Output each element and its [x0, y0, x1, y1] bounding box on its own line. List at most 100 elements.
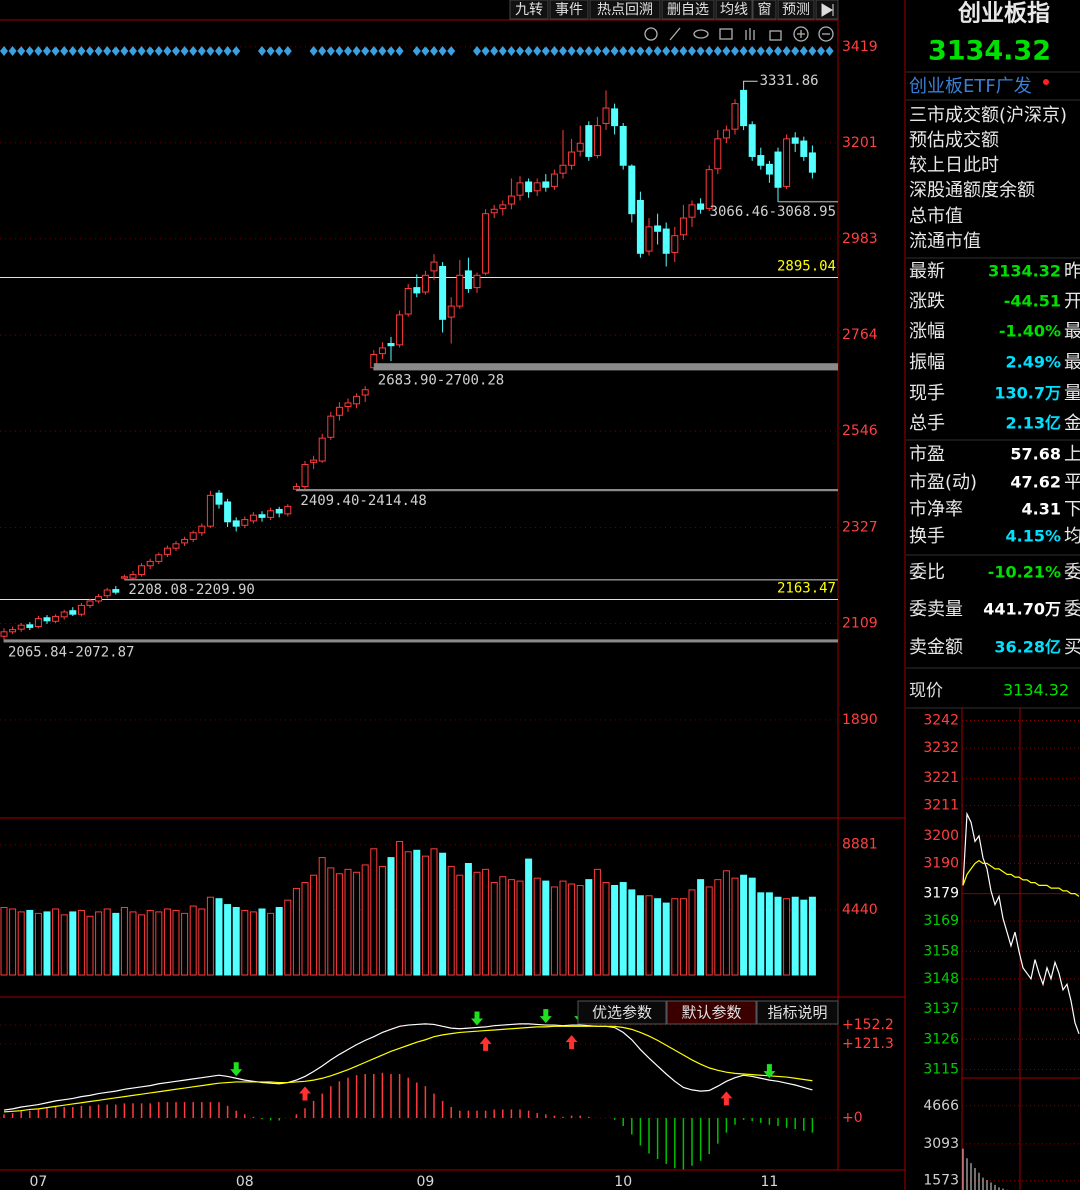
etf-link[interactable]: 创业板ETF广发 [909, 76, 1032, 97]
volume-bar [292, 887, 300, 976]
candle-body [206, 494, 214, 527]
quote-label-cut: 最 [1064, 321, 1080, 342]
indicator-tab[interactable]: 默认参数 [681, 1004, 741, 1022]
volume-bar [224, 904, 232, 976]
x-tick-label: 11 [760, 1174, 778, 1190]
toolbar-button-bg[interactable] [752, 0, 777, 20]
volume-bar [249, 911, 257, 976]
candle-body [69, 610, 77, 615]
volume-bar [181, 912, 189, 976]
support-zone [124, 579, 838, 581]
indicator-tab[interactable]: 指标说明 [767, 1004, 827, 1022]
volume-bar [163, 908, 171, 976]
candle-body [722, 129, 730, 139]
volume-bar [95, 911, 103, 976]
candle-body [525, 181, 533, 193]
intraday-line [962, 859, 1080, 897]
diamond [670, 46, 679, 56]
candle-body [181, 538, 189, 544]
volume-bar [17, 911, 25, 976]
diamond [507, 46, 516, 56]
toolbar-button[interactable]: 事件 [555, 2, 583, 18]
toolbar-button[interactable]: 删自选 [667, 2, 709, 18]
y-tick-label: 3137 [923, 1001, 959, 1017]
diamond [610, 46, 619, 56]
diamond [739, 46, 748, 56]
diamond [266, 46, 275, 56]
signal-diamonds [0, 46, 834, 56]
candle-body [86, 600, 94, 606]
volume-bar [275, 907, 283, 976]
volume-bar [378, 865, 386, 976]
candle-body [258, 514, 266, 518]
y-tick-label: +121.3 [842, 1036, 894, 1052]
diamond [344, 46, 352, 56]
toolbar-button[interactable]: 窗 [758, 1, 772, 18]
toolbar-button[interactable]: 预测 [782, 2, 810, 18]
toolbar-button-bg[interactable] [661, 0, 715, 20]
diamond [438, 46, 447, 56]
y-tick-label: 3190 [923, 855, 959, 871]
support-zone [296, 488, 838, 492]
diamond [808, 46, 817, 56]
diamond [782, 46, 791, 56]
indicator-tab[interactable]: 优选参数 [592, 1004, 652, 1022]
x-tick-label: 08 [236, 1174, 254, 1190]
toolbar-button-bg[interactable] [589, 0, 661, 20]
volume-bar [396, 840, 404, 976]
diamond [653, 46, 662, 56]
tool-icons[interactable] [644, 26, 834, 42]
diamond [576, 46, 585, 56]
diamond [817, 46, 825, 56]
volume-bar [439, 852, 447, 976]
quote-label: 市盈 [909, 444, 945, 465]
diamond [352, 46, 361, 56]
quote-label: 委比 [909, 562, 945, 583]
toolbar-button-bg[interactable] [715, 0, 753, 20]
diamond [43, 46, 51, 56]
toolbar-button[interactable]: 九转 [515, 2, 543, 18]
candle-body [774, 151, 782, 188]
toolbar-button-bg[interactable] [549, 0, 589, 20]
volume-bar [129, 911, 137, 976]
candle-body [95, 596, 103, 602]
volume-bar [258, 908, 266, 976]
candle-body [636, 199, 644, 254]
info-label: 预估成交额 [909, 130, 999, 151]
toolbar-button[interactable]: 均线 [720, 2, 748, 18]
toolbar-button-bg[interactable] [509, 0, 549, 20]
diamond [335, 46, 344, 56]
quote-value: 3134.32 [988, 262, 1061, 281]
candle-body [198, 525, 206, 534]
sell-arrow [471, 1011, 483, 1026]
tab-bg[interactable] [577, 1000, 667, 1025]
candle-body [705, 169, 713, 209]
tab-bg[interactable] [666, 1000, 757, 1025]
volume-bar [327, 867, 335, 976]
diamond [412, 46, 421, 56]
diamond [215, 46, 223, 56]
y-tick-label: 2109 [842, 615, 878, 631]
quote-label: 市净率 [909, 499, 963, 520]
candle-body [576, 142, 584, 152]
candle-body [585, 125, 593, 157]
candle-body [757, 155, 765, 166]
candle-body [301, 464, 309, 488]
toolbar-button-bg[interactable] [777, 0, 815, 20]
tab-bg[interactable] [756, 1000, 839, 1025]
candle-body [396, 314, 404, 346]
quote-label-cut: 均 [1064, 526, 1080, 547]
candle-body [671, 235, 679, 253]
quote-label-cut: 开 [1064, 291, 1080, 312]
volume-bar [146, 909, 154, 976]
play-icon[interactable] [821, 3, 834, 17]
candle-body [714, 138, 722, 170]
candle-body [645, 226, 653, 252]
y-tick-label: 4666 [923, 1098, 959, 1114]
x-tick-label: 07 [29, 1174, 47, 1190]
diamond [34, 46, 43, 56]
candle-body [507, 195, 515, 205]
volume-bar [679, 898, 687, 976]
quote-label-cut: 委 [1064, 562, 1080, 583]
toolbar-button[interactable]: 热点回溯 [597, 2, 653, 18]
